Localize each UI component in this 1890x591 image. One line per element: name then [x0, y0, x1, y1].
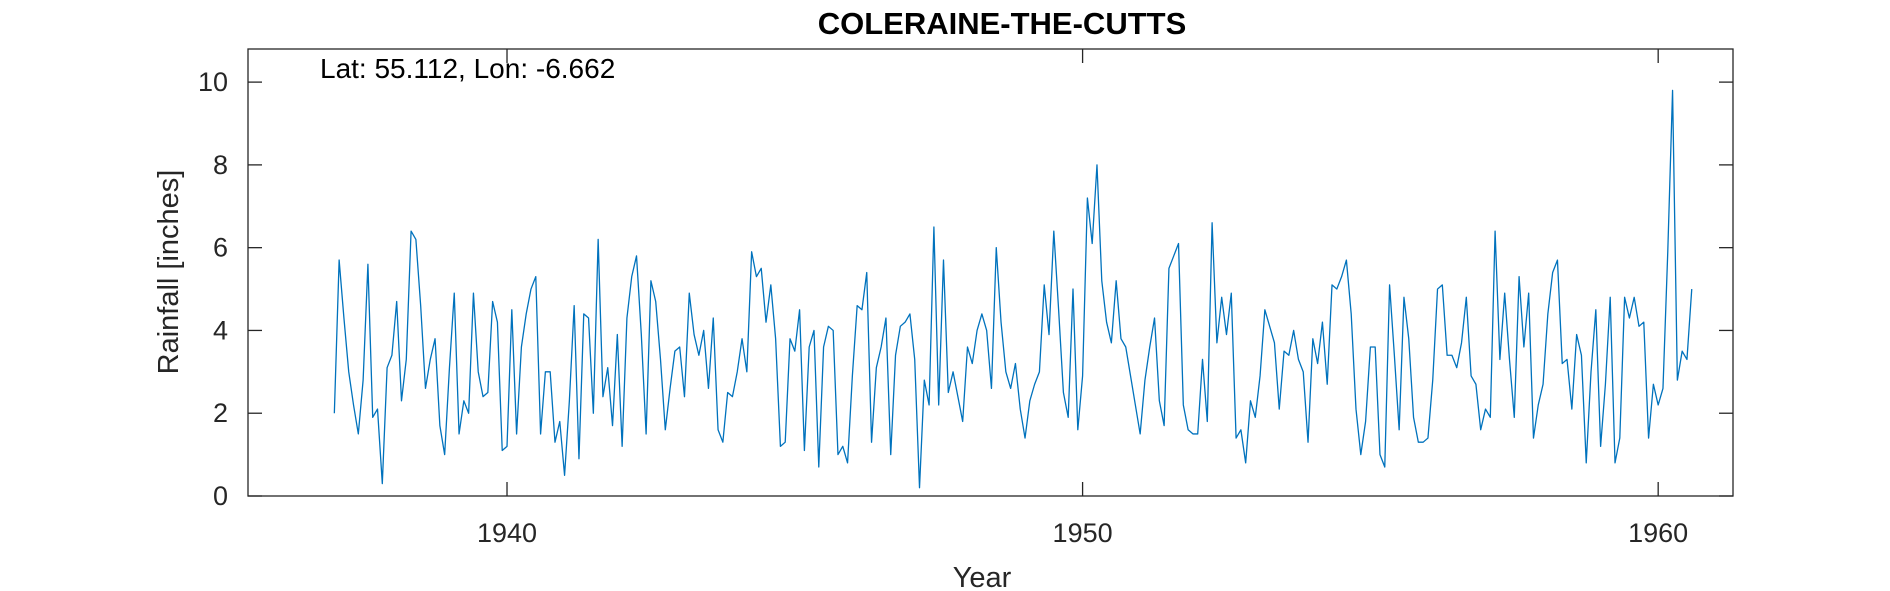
y-tick-label: 10: [198, 67, 228, 97]
chart-title: COLERAINE-THE-CUTTS: [818, 6, 1187, 41]
x-tick-label: 1950: [1053, 518, 1113, 548]
y-axis-label: Rainfall [inches]: [153, 170, 185, 375]
y-tick-label: 6: [213, 233, 228, 263]
y-tick-label: 2: [213, 398, 228, 428]
y-axis: 0 2 4 6 8 10: [198, 67, 1733, 511]
x-axis: 1940 1950 1960: [477, 49, 1688, 548]
location-annotation: Lat: 55.112, Lon: -6.662: [320, 53, 615, 84]
x-axis-label: Year: [953, 562, 1012, 591]
rainfall-series-line: [333, 89, 1693, 489]
y-tick-label: 0: [213, 481, 228, 511]
plot-frame: [247, 48, 1734, 497]
x-tick-label: 1960: [1628, 518, 1688, 548]
y-tick-label: 8: [213, 150, 228, 180]
y-tick-label: 4: [213, 315, 228, 345]
x-tick-label: 1940: [477, 518, 537, 548]
